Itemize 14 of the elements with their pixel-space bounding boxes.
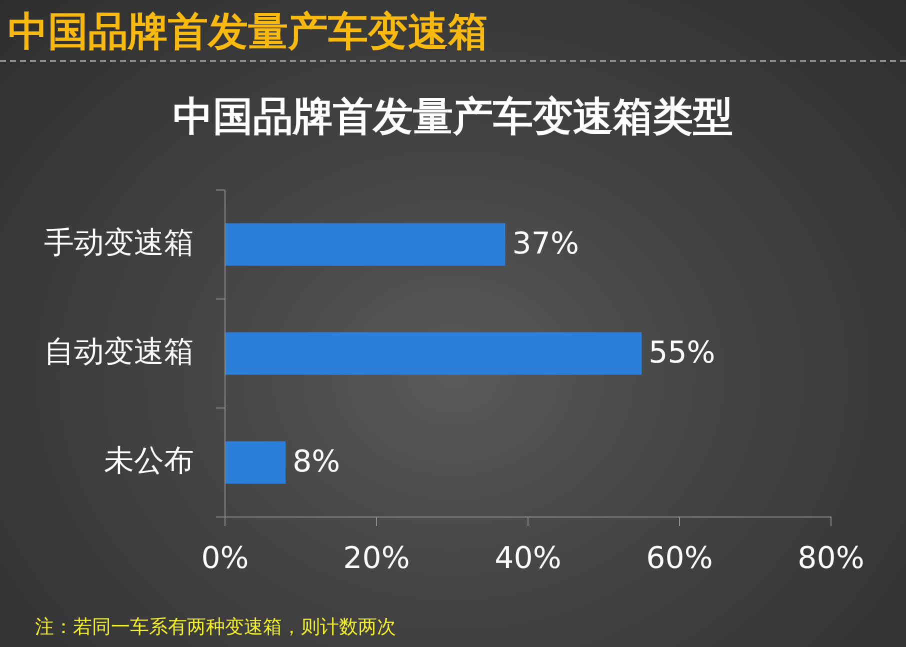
chart-title: 中国品牌首发量产车变速箱 (8, 8, 488, 57)
y-tick-label: 自动变速箱 (44, 334, 194, 370)
data-label: 55% (648, 335, 716, 370)
x-tick-label: 80% (798, 540, 864, 576)
x-tick-label: 0% (201, 540, 249, 576)
y-tick-label: 未公布 (104, 443, 194, 478)
y-tick-label: 手动变速箱 (44, 225, 194, 260)
data-label: 37% (512, 226, 579, 262)
chart-subtitle: 中国品牌首发量产车变速箱类型 (172, 93, 734, 142)
x-tick-label: 40% (494, 540, 562, 576)
x-tick-label: 20% (343, 540, 410, 576)
x-tick-label: 60% (646, 540, 713, 576)
data-label: 8% (292, 444, 340, 480)
text: 注：若同一车系有两种变速箱，则计数两次 (35, 615, 396, 640)
